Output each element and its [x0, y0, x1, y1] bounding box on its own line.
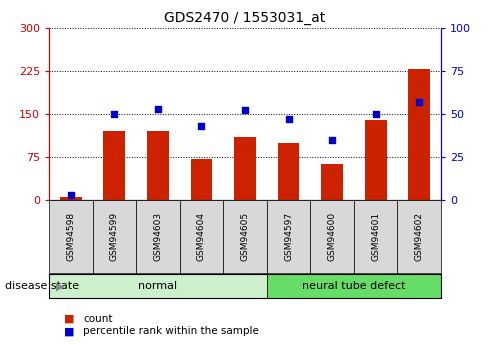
Title: GDS2470 / 1553031_at: GDS2470 / 1553031_at — [164, 11, 326, 25]
Text: ▶: ▶ — [56, 282, 65, 291]
Bar — [365, 120, 387, 200]
Text: disease state: disease state — [5, 282, 79, 291]
Bar — [408, 69, 430, 200]
Point — [110, 111, 118, 117]
Point — [241, 108, 249, 113]
Point — [285, 116, 293, 122]
Text: neural tube defect: neural tube defect — [302, 282, 406, 291]
Point — [67, 192, 74, 198]
Text: GSM94604: GSM94604 — [197, 212, 206, 261]
Text: GSM94598: GSM94598 — [66, 212, 75, 261]
Bar — [147, 131, 169, 200]
Text: ■: ■ — [64, 314, 74, 324]
Text: GSM94602: GSM94602 — [415, 212, 424, 261]
Bar — [234, 137, 256, 200]
Bar — [278, 142, 299, 200]
Point — [416, 99, 423, 105]
Point — [328, 137, 336, 142]
Text: GSM94597: GSM94597 — [284, 212, 293, 261]
Point — [372, 111, 380, 117]
Bar — [321, 165, 343, 200]
Text: ■: ■ — [64, 326, 74, 336]
Point — [154, 106, 162, 111]
Text: count: count — [83, 314, 113, 324]
Bar — [60, 197, 82, 200]
Point — [197, 123, 205, 129]
Text: GSM94603: GSM94603 — [153, 212, 162, 261]
Text: GSM94600: GSM94600 — [328, 212, 337, 261]
Text: GSM94605: GSM94605 — [241, 212, 249, 261]
Bar — [103, 131, 125, 200]
Text: GSM94599: GSM94599 — [110, 212, 119, 261]
Bar — [191, 159, 212, 200]
Text: normal: normal — [138, 282, 177, 291]
Text: percentile rank within the sample: percentile rank within the sample — [83, 326, 259, 336]
Text: GSM94601: GSM94601 — [371, 212, 380, 261]
